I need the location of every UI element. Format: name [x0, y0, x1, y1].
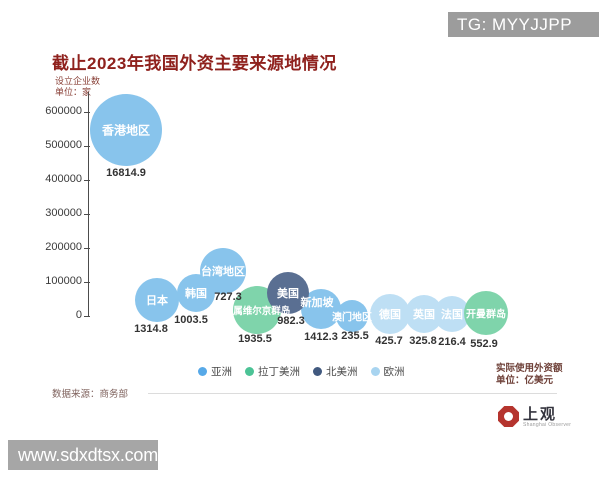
bubble-value-france: 216.4: [438, 335, 466, 348]
y-tick-label-300000: 300000: [45, 207, 82, 219]
bubble-name-cayman-islands: 开曼群岛: [466, 309, 506, 321]
y-axis-unit-line2: 单位：家: [55, 87, 92, 97]
y-axis-unit-line1: 设立企业数: [55, 76, 101, 86]
bubble-name-singapore: 新加坡: [300, 296, 334, 309]
y-tick-mark-500000: [84, 146, 90, 147]
bubble-name-germany: 德国: [379, 308, 401, 321]
legend-label-europe: 欧洲: [383, 366, 405, 378]
website-watermark: www.sdxdtsx.com: [8, 440, 158, 470]
bubble-hong-kong: [90, 94, 162, 167]
bubble-name-uk: 英国: [413, 308, 435, 321]
y-tick-mark-100000: [84, 282, 90, 283]
legend: 亚洲 拉丁美洲 北美洲 欧洲: [198, 364, 405, 379]
y-tick-label-500000: 500000: [45, 139, 82, 151]
logo-chinese-name: 上观: [523, 405, 558, 423]
bubble-value-singapore: 1412.3: [304, 330, 338, 343]
bubble-name-usa: 美国: [277, 287, 299, 300]
bubble-value-uk: 325.8: [409, 334, 437, 347]
legend-label-latam: 拉丁美洲: [258, 366, 300, 378]
y-tick-label-200000: 200000: [45, 241, 82, 253]
y-tick-label-100000: 100000: [45, 275, 82, 287]
legend-item-asia: 亚洲: [198, 364, 232, 379]
bubble-name-british-virgin-islands: 英属维尔京群岛: [223, 305, 291, 317]
chart-title: 截止2023年我国外资主要来源地情况: [52, 54, 337, 73]
bubble-macau: [336, 299, 368, 332]
shanghai-observer-logo-icon: [498, 406, 519, 427]
bubble-name-hong-kong: 香港地区: [101, 123, 151, 138]
bubble-value-british-virgin-islands: 1935.5: [238, 332, 272, 345]
bubble-germany: [370, 293, 410, 334]
bubble-uk: [405, 294, 443, 333]
bubble-cayman-islands: [464, 290, 508, 335]
logo-english-name: Shanghai Observer: [523, 422, 572, 428]
bubble-value-cayman-islands: 552.9: [470, 337, 498, 350]
bubble-usa: [267, 271, 309, 314]
bubble-value-japan: 1314.8: [134, 323, 168, 336]
data-source-note: 数据来源：商务部: [52, 389, 129, 400]
shanghai-observer-logo: 上观 Shanghai Observer: [498, 406, 571, 428]
shanghai-observer-logo-text: 上观 Shanghai Observer: [523, 406, 571, 428]
y-tick-mark-600000: [84, 112, 90, 113]
legend-label-na: 北美洲: [326, 366, 358, 378]
legend-dot-asia: [198, 367, 207, 376]
y-tick-label-600000: 600000: [45, 105, 82, 117]
bubble-south-korea: [177, 273, 215, 312]
bubble-name-taiwan: 台湾地区: [201, 266, 245, 279]
bubble-name-france: 法国: [441, 308, 463, 321]
legend-item-na: 北美洲: [313, 364, 358, 379]
legend-item-latam: 拉丁美洲: [245, 364, 300, 379]
bubble-name-macau: 澳门地区: [332, 312, 372, 324]
y-axis-line: [88, 92, 89, 317]
telegram-watermark-banner: TG: MYYJJPP: [448, 12, 599, 37]
footer-divider-line: [148, 393, 557, 394]
bubble-size-unit-line1: 实际使用外资额: [496, 363, 563, 374]
bubble-name-japan: 日本: [146, 295, 168, 308]
y-tick-mark-300000: [84, 214, 90, 215]
bubble-size-unit-label: 实际使用外资额 单位：亿美元: [496, 363, 563, 386]
y-tick-label-400000: 400000: [45, 173, 82, 185]
bubble-value-taiwan: 727.3: [214, 291, 242, 304]
bubble-japan: [135, 278, 179, 323]
y-tick-label-0: 0: [75, 309, 82, 321]
bubble-value-usa: 982.3: [277, 314, 305, 327]
legend-item-europe: 欧洲: [370, 364, 405, 379]
y-tick-mark-200000: [84, 248, 90, 249]
y-tick-mark-0: [84, 316, 90, 317]
bubble-value-hong-kong: 16814.9: [106, 167, 146, 180]
legend-dot-europe: [370, 367, 380, 376]
legend-dot-latam: [245, 367, 254, 376]
bubble-value-south-korea: 1003.5: [174, 313, 208, 326]
bubble-name-south-korea: 韩国: [185, 287, 207, 300]
y-axis-unit-label: 设立企业数 单位：家: [55, 76, 100, 98]
bubble-value-germany: 425.7: [375, 334, 403, 347]
legend-dot-na: [313, 367, 322, 376]
bubble-size-unit-line2: 单位：亿美元: [496, 374, 554, 386]
y-tick-mark-400000: [84, 180, 90, 181]
legend-label-asia: 亚洲: [211, 366, 232, 378]
bubble-value-macau: 235.5: [341, 329, 369, 342]
